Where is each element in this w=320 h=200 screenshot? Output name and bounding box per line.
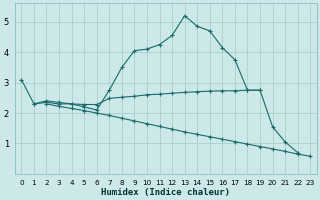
X-axis label: Humidex (Indice chaleur): Humidex (Indice chaleur) bbox=[101, 188, 230, 197]
